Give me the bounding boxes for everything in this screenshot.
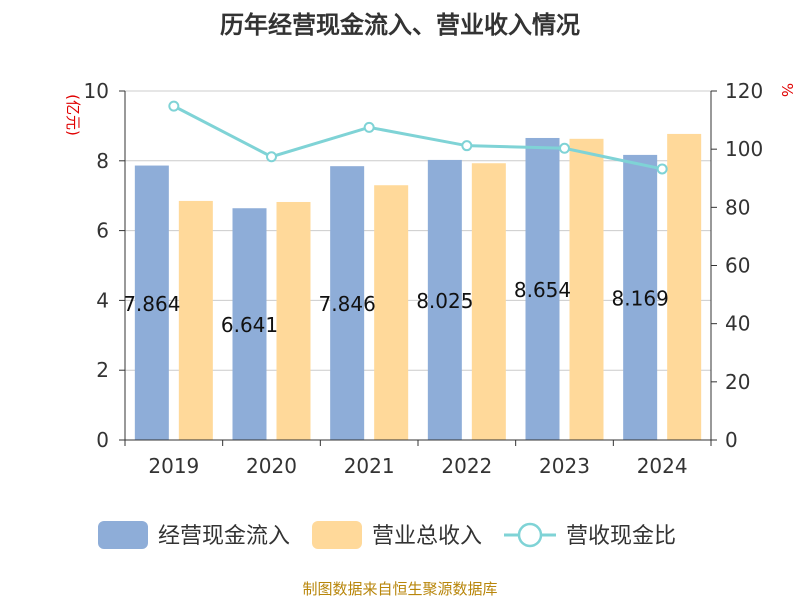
legend: 经营现金流入 营业总收入 营收现金比 bbox=[98, 521, 676, 549]
line-series bbox=[168, 100, 668, 175]
line-point bbox=[168, 100, 180, 112]
bar-revenue bbox=[276, 201, 311, 440]
bar-cash-inflow bbox=[134, 165, 169, 441]
line-point bbox=[656, 163, 668, 175]
y-right-tick-label: 40 bbox=[725, 312, 750, 336]
y-left-tick-label: 0 bbox=[96, 428, 109, 452]
x-tick-label: 2020 bbox=[246, 454, 297, 478]
y-left-tick-label: 8 bbox=[96, 149, 109, 173]
data-label: 8.025 bbox=[416, 289, 473, 313]
grid-lines bbox=[125, 90, 711, 371]
y-right-unit-label: % bbox=[778, 83, 796, 97]
x-tick-label: 2023 bbox=[539, 454, 590, 478]
legend-label: 经营现金流入 bbox=[158, 524, 290, 549]
y-left-tick-label: 6 bbox=[96, 219, 109, 243]
y-left-unit-label: (亿元) bbox=[64, 94, 82, 136]
bar-revenue bbox=[569, 138, 604, 441]
source-note: 制图数据来自恒生聚源数据库 bbox=[302, 580, 497, 598]
line-point bbox=[461, 140, 473, 152]
line-ratio bbox=[173, 104, 663, 171]
legend-swatch bbox=[98, 521, 148, 549]
line-point bbox=[266, 151, 277, 163]
bar-cash-inflow bbox=[427, 159, 462, 441]
y-left-tick-label: 10 bbox=[84, 79, 109, 103]
data-label: 8.654 bbox=[514, 278, 571, 302]
bar-cash-inflow bbox=[232, 208, 267, 440]
line-point bbox=[363, 121, 375, 133]
y-left-tick-label: 2 bbox=[96, 358, 109, 382]
data-label: 8.169 bbox=[612, 286, 669, 310]
x-tick-label: 2019 bbox=[148, 454, 199, 478]
bar-cash-inflow bbox=[330, 166, 365, 440]
bar-revenue bbox=[471, 163, 506, 441]
y-right-tick-label: 100 bbox=[725, 137, 763, 161]
bar-cash-inflow bbox=[623, 154, 658, 440]
chart-title: 历年经营现金流入、营业收入情况 bbox=[220, 11, 580, 39]
x-tick-label: 2021 bbox=[344, 454, 395, 478]
y-right-tick-label: 60 bbox=[725, 254, 750, 278]
data-label: 7.864 bbox=[123, 292, 180, 316]
legend-swatch bbox=[312, 521, 362, 549]
bar-revenue bbox=[374, 185, 409, 440]
bar-series bbox=[134, 133, 702, 441]
x-tick-label: 2022 bbox=[441, 454, 492, 478]
y-right-tick-label: 0 bbox=[725, 428, 738, 452]
x-tick-label: 2024 bbox=[637, 454, 688, 478]
data-labels: 7.864 6.641 7.846 8.025 8.654 8.169 bbox=[123, 278, 669, 337]
bar-revenue bbox=[178, 200, 213, 440]
y-right-tick-label: 120 bbox=[725, 79, 763, 103]
y-left-tick-label: 4 bbox=[96, 288, 109, 312]
data-label: 7.846 bbox=[319, 292, 376, 316]
y-right-tick-label: 80 bbox=[725, 195, 750, 219]
bar-cash-inflow bbox=[525, 137, 560, 440]
legend-label: 营收现金比 bbox=[566, 524, 676, 549]
bar-revenue bbox=[667, 133, 702, 440]
y-right-tick-label: 20 bbox=[725, 370, 750, 394]
line-point bbox=[559, 142, 570, 154]
data-label: 6.641 bbox=[221, 313, 278, 337]
legend-label: 营业总收入 bbox=[372, 524, 482, 549]
legend-swatch-marker bbox=[517, 522, 543, 548]
